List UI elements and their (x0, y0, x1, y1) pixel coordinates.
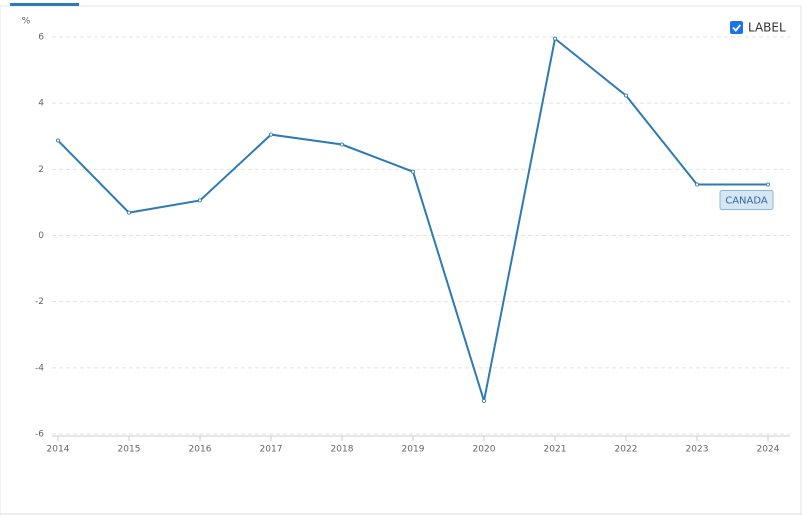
x-tick-label: 2014 (47, 445, 70, 455)
y-axis-label: % (22, 17, 31, 27)
x-tick-label: 2017 (260, 445, 283, 455)
x-tick-label: 2016 (189, 445, 212, 455)
data-point (339, 142, 344, 147)
active-tab[interactable] (10, 3, 79, 6)
data-point (766, 182, 771, 187)
x-tick-label: 2019 (402, 445, 425, 455)
checkmark (732, 24, 741, 32)
y-tick-label: 2 (38, 165, 44, 175)
y-tick-label: -2 (35, 297, 44, 307)
y-tick-label: 4 (38, 99, 44, 109)
x-tick-label: 2018 (331, 445, 354, 455)
series-line (57, 36, 768, 402)
panel (0, 5, 802, 515)
x-tick-label: 2015 (118, 445, 141, 455)
data-point (695, 182, 700, 187)
x-tick-label: 2020 (473, 445, 496, 455)
series-label: CANADA (725, 196, 768, 207)
data-point (624, 93, 629, 98)
x-tick-label: 2021 (544, 445, 567, 455)
data-point (553, 36, 558, 41)
y-tick-label: 0 (38, 231, 44, 241)
y-tick-label: -4 (35, 363, 44, 373)
data-point (127, 210, 132, 215)
series-label-box (719, 190, 774, 211)
data-point (197, 198, 202, 203)
y-tick-label: -6 (35, 430, 44, 440)
data-point (481, 398, 486, 403)
x-tick-label: 2022 (615, 445, 638, 455)
x-tick-label: 2023 (686, 445, 709, 455)
data-point (56, 138, 61, 143)
y-tick-label: 6 (38, 33, 44, 43)
data-point (268, 132, 273, 137)
data-point (410, 169, 415, 174)
x-tick-label: 2024 (757, 445, 780, 455)
label-toggle-text[interactable]: LABEL (748, 21, 786, 35)
label-checkbox[interactable] (730, 21, 743, 34)
